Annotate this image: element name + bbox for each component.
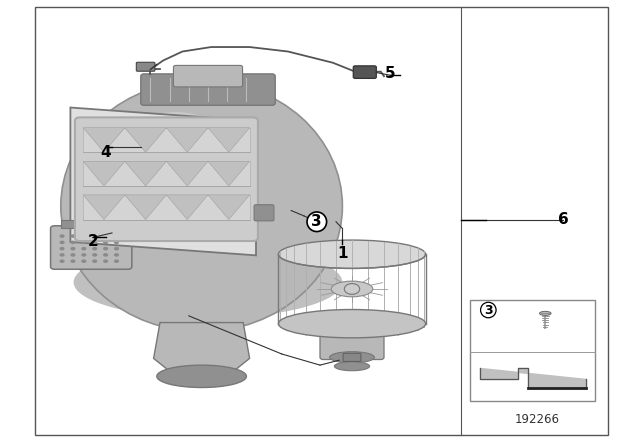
- Polygon shape: [125, 128, 166, 152]
- Bar: [278, 254, 426, 323]
- Polygon shape: [154, 323, 250, 376]
- Circle shape: [92, 241, 97, 244]
- Circle shape: [103, 234, 108, 238]
- FancyBboxPatch shape: [254, 205, 274, 221]
- Circle shape: [114, 247, 119, 250]
- Circle shape: [344, 284, 360, 294]
- Bar: [127, 120, 138, 130]
- FancyBboxPatch shape: [141, 74, 275, 105]
- Circle shape: [103, 253, 108, 257]
- Polygon shape: [83, 161, 125, 186]
- Circle shape: [60, 234, 65, 238]
- Text: 3: 3: [484, 303, 493, 317]
- Bar: [83, 195, 250, 220]
- Ellipse shape: [332, 281, 372, 297]
- Text: 6: 6: [558, 212, 568, 227]
- Polygon shape: [83, 128, 125, 152]
- Circle shape: [81, 259, 86, 263]
- FancyBboxPatch shape: [101, 127, 171, 162]
- Polygon shape: [208, 128, 250, 152]
- Polygon shape: [166, 161, 208, 186]
- Circle shape: [103, 241, 108, 244]
- Circle shape: [81, 247, 86, 250]
- Polygon shape: [480, 368, 586, 388]
- Circle shape: [70, 253, 76, 257]
- Circle shape: [81, 253, 86, 257]
- Circle shape: [103, 247, 108, 250]
- Polygon shape: [70, 108, 256, 255]
- Text: 1: 1: [337, 246, 348, 261]
- Circle shape: [92, 259, 97, 263]
- Circle shape: [92, 247, 97, 250]
- Polygon shape: [166, 195, 208, 220]
- Circle shape: [92, 234, 97, 238]
- Text: 3: 3: [312, 214, 322, 229]
- Circle shape: [114, 234, 119, 238]
- Ellipse shape: [330, 352, 374, 363]
- Text: 5: 5: [385, 66, 396, 82]
- Ellipse shape: [278, 240, 426, 268]
- Circle shape: [103, 259, 108, 263]
- Circle shape: [70, 247, 76, 250]
- Circle shape: [81, 234, 86, 238]
- Circle shape: [70, 234, 76, 238]
- Circle shape: [70, 259, 76, 263]
- Polygon shape: [125, 195, 166, 220]
- FancyBboxPatch shape: [320, 322, 384, 360]
- Bar: [61, 220, 122, 228]
- Circle shape: [70, 241, 76, 244]
- Circle shape: [60, 253, 65, 257]
- FancyBboxPatch shape: [343, 353, 361, 362]
- Circle shape: [92, 253, 97, 257]
- Bar: [35, 7, 608, 435]
- Text: 4: 4: [100, 145, 111, 160]
- Circle shape: [114, 259, 119, 263]
- Circle shape: [114, 241, 119, 244]
- Polygon shape: [83, 195, 125, 220]
- Circle shape: [81, 241, 86, 244]
- FancyBboxPatch shape: [164, 133, 184, 156]
- Ellipse shape: [106, 112, 246, 246]
- Bar: [83, 161, 250, 186]
- FancyBboxPatch shape: [353, 66, 376, 78]
- Polygon shape: [166, 128, 208, 152]
- Polygon shape: [208, 195, 250, 220]
- Text: 2: 2: [88, 234, 98, 250]
- Circle shape: [114, 253, 119, 257]
- Circle shape: [60, 259, 65, 263]
- Polygon shape: [208, 161, 250, 186]
- Bar: [470, 300, 595, 401]
- FancyBboxPatch shape: [173, 65, 243, 87]
- Ellipse shape: [157, 365, 246, 388]
- Circle shape: [60, 241, 65, 244]
- Text: 192266: 192266: [515, 414, 560, 426]
- Circle shape: [60, 247, 65, 250]
- FancyBboxPatch shape: [51, 226, 132, 269]
- Ellipse shape: [278, 310, 426, 338]
- FancyBboxPatch shape: [136, 62, 155, 71]
- Ellipse shape: [61, 81, 342, 332]
- FancyBboxPatch shape: [75, 117, 258, 241]
- Ellipse shape: [540, 311, 551, 315]
- Ellipse shape: [74, 246, 342, 318]
- Ellipse shape: [334, 362, 370, 371]
- Bar: [83, 128, 250, 152]
- Polygon shape: [125, 161, 166, 186]
